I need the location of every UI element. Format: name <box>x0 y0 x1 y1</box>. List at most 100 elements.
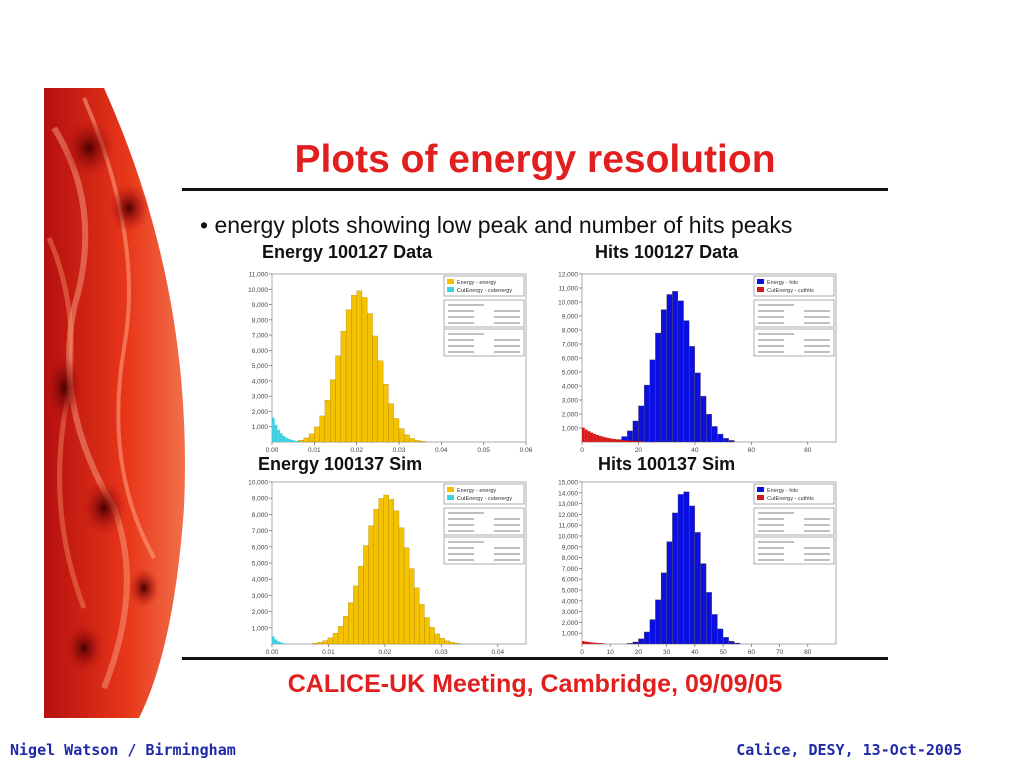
histogram-bar <box>683 491 690 645</box>
y-tick-label: 10,000 <box>558 300 578 307</box>
bottom-rule <box>182 657 888 660</box>
x-tick-label: 0.04 <box>491 649 504 656</box>
histogram-bar <box>353 585 359 645</box>
y-tick-label: 11,000 <box>249 272 269 279</box>
legend-swatch <box>757 495 764 500</box>
x-tick-label: 0.06 <box>520 447 533 454</box>
y-tick-label: 5,000 <box>252 363 269 370</box>
x-tick-label: 70 <box>776 649 784 656</box>
low-peak-bar <box>293 440 296 442</box>
legend-swatch <box>757 279 764 284</box>
histogram-bar <box>327 637 334 645</box>
low-peak-bar <box>618 439 622 442</box>
low-peak-bar <box>285 437 288 442</box>
y-tick-label: 4,000 <box>562 598 579 605</box>
histogram-bar <box>337 626 344 645</box>
y-tick-label: 3,000 <box>252 593 269 600</box>
histogram-bar <box>655 599 662 645</box>
histogram-bar <box>388 403 394 443</box>
x-tick-label: 20 <box>635 649 643 656</box>
stats-box <box>753 299 835 357</box>
low-peak-bar <box>632 440 636 442</box>
y-tick-label: 10,000 <box>558 534 578 541</box>
histogram-bar <box>694 532 701 645</box>
histogram-bar <box>383 383 389 443</box>
x-tick-label: 60 <box>748 447 756 454</box>
histogram-bar <box>363 545 369 645</box>
histogram-bar <box>317 642 323 645</box>
plot-legend: Energy - energy CutEnergy - cutenergy <box>443 483 525 505</box>
y-tick-label: 4,000 <box>252 378 269 385</box>
low-peak-bar <box>279 433 283 442</box>
x-tick-label: 20 <box>635 447 643 454</box>
low-peak-bar <box>593 433 597 442</box>
low-peak-bar <box>298 441 302 442</box>
low-peak-bar <box>274 639 278 644</box>
histogram-bar <box>627 643 633 645</box>
y-tick-label: 4,000 <box>562 384 579 391</box>
low-peak-bar <box>582 427 585 442</box>
histogram-bar <box>312 643 318 645</box>
histogram-bar <box>454 643 461 645</box>
low-peak-bar <box>604 437 608 442</box>
low-peak-bar <box>582 641 585 644</box>
low-peak-bar <box>290 439 294 442</box>
histogram-bar <box>677 300 684 443</box>
y-tick-label: 1,000 <box>562 426 579 433</box>
legend-swatch <box>757 487 764 492</box>
low-peak-bar <box>635 441 639 442</box>
legend-entry: CutEnergy - cuthits <box>767 496 814 502</box>
histogram-bar <box>409 438 415 443</box>
histogram-bar <box>666 294 673 443</box>
low-peak-bar <box>590 642 594 644</box>
histogram-bar <box>706 592 712 645</box>
histogram-bar <box>689 505 696 645</box>
plot-legend: Energy - energy CutEnergy - cutenergy <box>443 275 525 297</box>
histogram-bar <box>643 384 650 443</box>
histogram-bar <box>356 290 363 443</box>
x-tick-label: 0.00 <box>266 447 279 454</box>
x-tick-label: 30 <box>663 649 671 656</box>
low-peak-bar <box>587 431 591 442</box>
histogram-bar <box>660 572 667 645</box>
y-tick-label: 7,000 <box>562 566 579 573</box>
legend-swatch <box>757 287 764 292</box>
histogram-bar <box>689 346 696 443</box>
y-tick-label: 3,000 <box>562 398 579 405</box>
x-tick-label: 0.02 <box>350 447 363 454</box>
hits-sim-histogram: 1,000 2,000 3,000 4,000 5,000 6,000 7,000 8,000… <box>558 480 837 656</box>
histogram-bar <box>393 418 400 443</box>
low-peak-bar <box>584 429 588 442</box>
histogram-bar <box>711 426 718 443</box>
legend-entry: CutEnergy - cutenergy <box>457 496 512 502</box>
y-tick-label: 15,000 <box>558 480 578 487</box>
histogram-bar <box>734 642 741 645</box>
y-tick-label: 8,000 <box>252 512 269 519</box>
histogram-bar <box>711 614 718 645</box>
histogram-bar <box>322 640 329 645</box>
plot-legend: Energy - hits CutEnergy - cuthits <box>753 275 835 297</box>
histogram-bar <box>638 638 645 645</box>
y-tick-label: 9,000 <box>252 496 269 503</box>
histogram-bar <box>340 331 347 443</box>
histogram-bar <box>303 437 310 443</box>
histogram-bar <box>706 413 712 443</box>
y-tick-label: 5,000 <box>562 370 579 377</box>
histogram-bar <box>414 587 420 645</box>
legend-swatch <box>447 495 454 500</box>
histogram-bar <box>383 494 389 645</box>
y-tick-label: 11,000 <box>559 286 579 293</box>
footer-event: Calice, DESY, 13-Oct-2005 <box>736 741 962 759</box>
y-tick-label: 10,000 <box>248 287 268 294</box>
histogram-bar <box>414 440 421 443</box>
histogram-bar <box>361 297 368 443</box>
x-tick-label: 80 <box>804 447 812 454</box>
y-tick-label: 1,000 <box>252 625 269 632</box>
histogram-bar <box>319 415 326 443</box>
histogram-bar <box>434 633 440 645</box>
low-peak-bar <box>590 432 594 442</box>
histogram-bar <box>660 309 667 443</box>
y-tick-label: 5,000 <box>252 561 269 568</box>
y-tick-label: 8,000 <box>562 328 579 335</box>
low-peak-bar <box>272 636 275 644</box>
